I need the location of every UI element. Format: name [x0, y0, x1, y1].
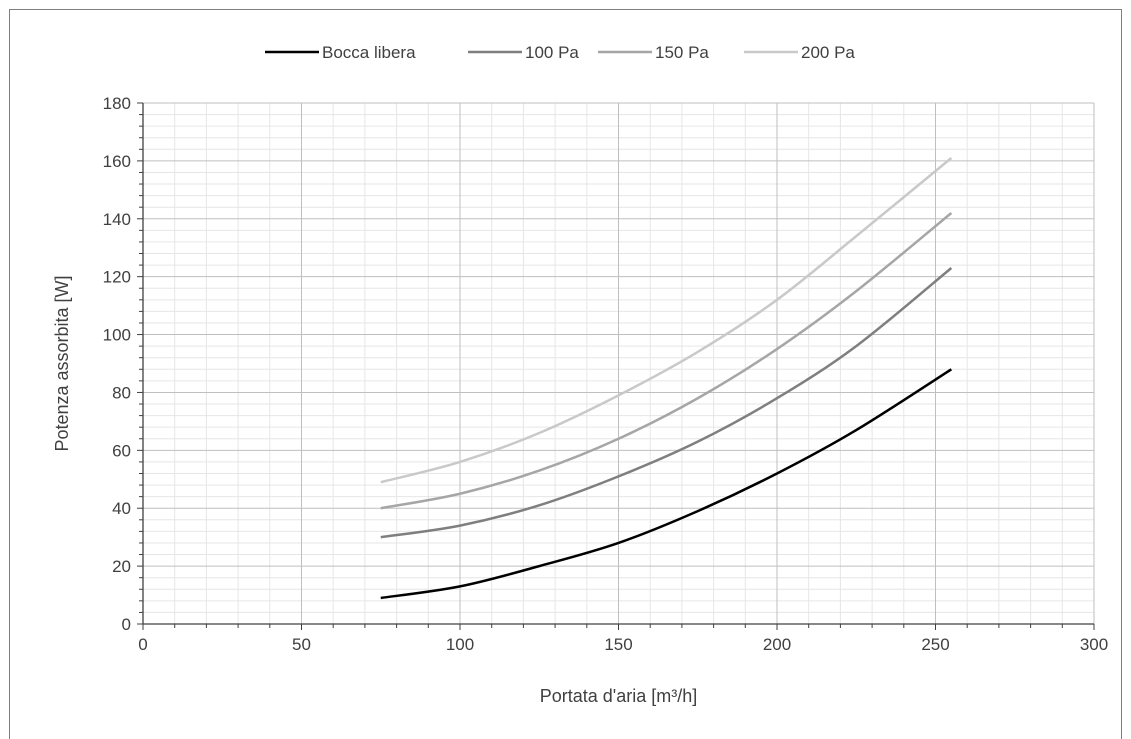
- series-line-1: [380, 267, 953, 539]
- series-line-3: [380, 157, 953, 484]
- x-tick-label: 150: [604, 635, 632, 654]
- legend: Bocca libera 100 Pa 150 Pa 200 Pa: [265, 43, 855, 62]
- y-axis-title: Potenza assorbita [W]: [52, 275, 72, 451]
- y-tick-label: 140: [103, 210, 131, 229]
- series-lines: [380, 157, 953, 600]
- legend-label-2: 150 Pa: [655, 43, 709, 62]
- chart-frame: [9, 9, 1122, 739]
- y-tick-label: 160: [103, 152, 131, 171]
- x-tick-label: 300: [1080, 635, 1108, 654]
- x-tick-label: 50: [292, 635, 311, 654]
- series-line-0: [380, 368, 953, 600]
- y-tick-label: 20: [112, 557, 131, 576]
- x-tick-label: 0: [138, 635, 147, 654]
- legend-label-1: 100 Pa: [525, 43, 579, 62]
- y-tick-label: 40: [112, 499, 131, 518]
- legend-label-3: 200 Pa: [801, 43, 855, 62]
- major-grid: [143, 102, 1095, 624]
- y-tick-label: 60: [112, 441, 131, 460]
- y-tick-label: 180: [103, 94, 131, 113]
- legend-label-0: Bocca libera: [322, 43, 416, 62]
- y-tick-label: 120: [103, 268, 131, 287]
- x-tick-label: 200: [763, 635, 791, 654]
- y-tick-labels: 0 20 40 60 80 100 120 140 160 180: [103, 94, 131, 634]
- x-tick-label: 250: [921, 635, 949, 654]
- series-line-2: [380, 212, 953, 510]
- y-tick-label: 100: [103, 326, 131, 345]
- x-tick-label: 100: [446, 635, 474, 654]
- y-tick-label: 80: [112, 383, 131, 402]
- axes: [137, 102, 1095, 630]
- y-tick-label: 0: [122, 615, 131, 634]
- x-tick-labels: 0 50 100 150 200 250 300: [138, 635, 1108, 654]
- x-axis-title: Portata d'aria [m³/h]: [540, 686, 698, 706]
